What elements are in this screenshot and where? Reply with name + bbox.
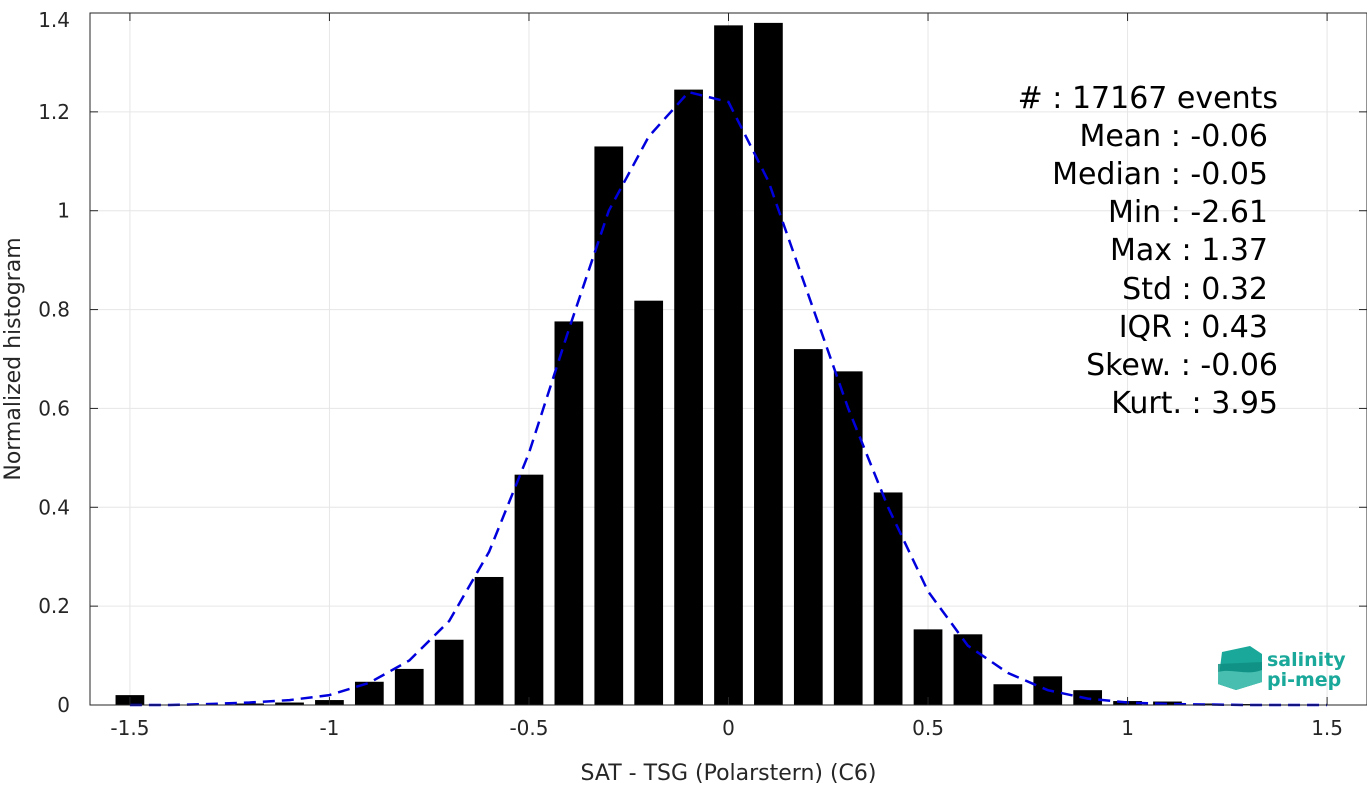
bar-15 xyxy=(714,25,743,706)
bar-7 xyxy=(394,668,424,705)
x-tick-label-3: 0 xyxy=(722,716,735,740)
y-tick-label-0: 0 xyxy=(57,693,70,717)
x-tick-label-6: 1.5 xyxy=(1311,716,1343,740)
y-tick-label-7: 1.4 xyxy=(38,8,70,32)
bar-22 xyxy=(993,684,1023,705)
bar-10 xyxy=(514,474,544,705)
bar-18 xyxy=(833,371,863,705)
bar-8 xyxy=(434,639,464,705)
x-tick-label-0: -1.5 xyxy=(110,716,149,740)
y-tick-label-3: 0.6 xyxy=(38,396,70,420)
x-tick-label-4: 0.5 xyxy=(912,716,944,740)
x-tick-label-2: -0.5 xyxy=(509,716,548,740)
y-tick-label-4: 0.8 xyxy=(38,298,70,322)
bar-11 xyxy=(554,321,584,705)
bar-4 xyxy=(275,702,304,705)
stats-annotation: # : 17167 events Mean : -0.06 Median : -… xyxy=(1018,81,1278,421)
stat-skew: Skew. : -0.06 xyxy=(1086,348,1278,383)
y-axis-label: Normalized histogram xyxy=(1,237,26,480)
tick-labels: -1.5 -1 -0.5 0 0.5 1 1.5 0 0.2 0.4 0.6 0.8 1 1.2 1.4 xyxy=(38,8,1343,740)
bar-3 xyxy=(235,703,264,705)
ticks xyxy=(90,12,1367,706)
bars xyxy=(115,22,1302,706)
y-tick-label-1: 0.2 xyxy=(38,594,70,618)
x-tick-label-5: 1 xyxy=(1121,716,1134,740)
logo-line1: salinity xyxy=(1267,649,1346,671)
logo-line2: pi-mep xyxy=(1267,669,1341,691)
bar-12 xyxy=(594,146,624,705)
x-axis-label: SAT - TSG (Polarstern) (C6) xyxy=(580,761,876,785)
stat-min: Min : -2.61 xyxy=(1108,195,1268,230)
stat-max: Max : 1.37 xyxy=(1110,233,1268,268)
bar-26 xyxy=(1153,701,1182,705)
bar-20 xyxy=(913,629,943,705)
stat-mean: Mean : -0.06 xyxy=(1079,119,1268,154)
stat-iqr: IQR : 0.43 xyxy=(1119,310,1268,345)
x-tick-label-1: -1 xyxy=(319,716,339,740)
bar-17 xyxy=(793,349,823,705)
logo-icon xyxy=(1218,646,1262,690)
salinity-pi-mep-logo: salinity pi-mep xyxy=(1218,646,1346,691)
stat-events: # : 17167 events xyxy=(1018,81,1278,116)
bar-19 xyxy=(873,492,903,705)
stat-std: Std : 0.32 xyxy=(1122,272,1268,307)
bar-27 xyxy=(1193,703,1222,705)
stat-median: Median : -0.05 xyxy=(1052,157,1268,192)
bar-9 xyxy=(474,576,504,705)
y-tick-label-5: 1 xyxy=(57,199,70,223)
stat-kurt: Kurt. : 3.95 xyxy=(1111,386,1278,421)
bar-14 xyxy=(674,89,703,706)
bar-13 xyxy=(634,300,664,705)
y-tick-label-6: 1.2 xyxy=(38,100,70,124)
y-tick-label-2: 0.4 xyxy=(38,495,70,519)
bar-16 xyxy=(754,22,783,705)
bar-6 xyxy=(354,681,384,705)
